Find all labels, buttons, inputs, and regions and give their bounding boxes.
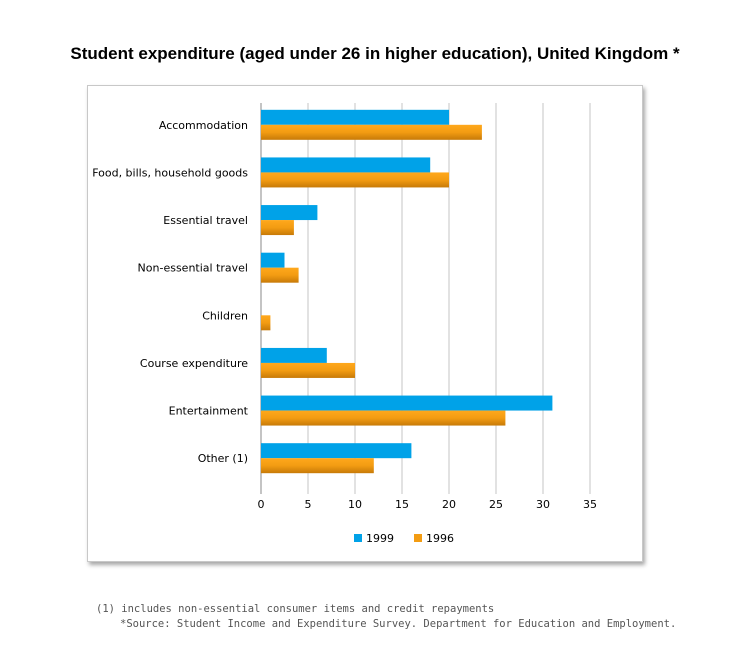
category-label: Course expenditure bbox=[140, 357, 248, 370]
category-label: Other (1) bbox=[198, 452, 248, 465]
legend-label-1999: 1999 bbox=[366, 532, 394, 545]
bar-1996 bbox=[261, 220, 294, 236]
category-label: Non-essential travel bbox=[138, 262, 248, 275]
bar-1999 bbox=[261, 109, 449, 125]
bar-1999 bbox=[261, 395, 553, 411]
footnote-source: *Source: Student Income and Expenditure … bbox=[120, 618, 677, 630]
x-tick-label: 35 bbox=[583, 498, 597, 511]
x-tick-label: 10 bbox=[348, 498, 362, 511]
category-label: Entertainment bbox=[169, 405, 249, 418]
x-tick-label: 25 bbox=[489, 498, 503, 511]
chart-title: Student expenditure (aged under 26 in hi… bbox=[70, 44, 680, 63]
bar-1999 bbox=[261, 205, 318, 221]
bar-1996 bbox=[261, 124, 482, 140]
x-tick-label: 20 bbox=[442, 498, 456, 511]
footnote-1: (1) includes non-essential consumer item… bbox=[96, 603, 495, 615]
bar-1996 bbox=[261, 362, 355, 378]
legend-label-1996: 1996 bbox=[426, 532, 454, 545]
category-label: Accommodation bbox=[159, 119, 248, 132]
bar-1999 bbox=[261, 347, 327, 363]
x-tick-label: 5 bbox=[305, 498, 312, 511]
legend-swatch-1996 bbox=[414, 534, 422, 542]
bar-1999 bbox=[261, 443, 412, 459]
bar-1999 bbox=[261, 157, 431, 173]
bar-1996 bbox=[261, 267, 299, 283]
category-label: Children bbox=[202, 309, 248, 322]
chart-frame bbox=[87, 85, 643, 562]
bar-1996 bbox=[261, 410, 506, 426]
x-tick-label: 0 bbox=[258, 498, 265, 511]
bar-1996 bbox=[261, 458, 374, 474]
bar-1999 bbox=[261, 252, 285, 268]
x-tick-label: 30 bbox=[536, 498, 550, 511]
legend-swatch-1999 bbox=[354, 534, 362, 542]
category-label: Essential travel bbox=[163, 214, 248, 227]
x-tick-label: 15 bbox=[395, 498, 409, 511]
category-label: Food, bills, household goods bbox=[92, 166, 248, 179]
bar-1996 bbox=[261, 315, 271, 331]
bar-1996 bbox=[261, 172, 449, 188]
